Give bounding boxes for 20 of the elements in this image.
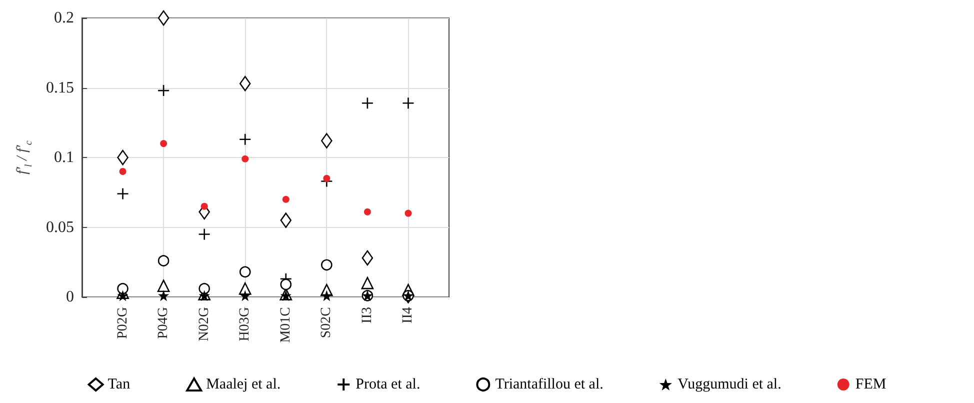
legend-label: Vuggumudi et al. (678, 376, 782, 392)
x-tick-label: P02G (115, 307, 130, 339)
y-tick-label: 0.05 (46, 218, 74, 236)
x-tick-label: II4 (400, 307, 416, 324)
legend-label: Triantafillou et al. (495, 376, 604, 392)
x-tick-label: H03G (238, 307, 253, 342)
x-tick-label: II3 (360, 307, 375, 324)
y-tick-label: 0 (66, 288, 74, 306)
y-tick-label: 0.1 (54, 149, 74, 166)
legend-label: FEM (855, 376, 886, 392)
x-tick-label: M01C (278, 307, 294, 343)
x-tick-label: S02C (319, 307, 334, 338)
legend-label: Maalej et al. (206, 376, 281, 392)
y-tick-label: 0.15 (46, 79, 74, 96)
legend-label: Prota et al. (356, 376, 420, 392)
y-tick-label: 0.2 (54, 10, 74, 26)
x-tick-label: N02G (196, 307, 212, 342)
y-axis-title: f′l / f′c (14, 140, 34, 174)
legend-label: Tan (108, 376, 131, 392)
x-tick-label: P04G (156, 307, 172, 339)
